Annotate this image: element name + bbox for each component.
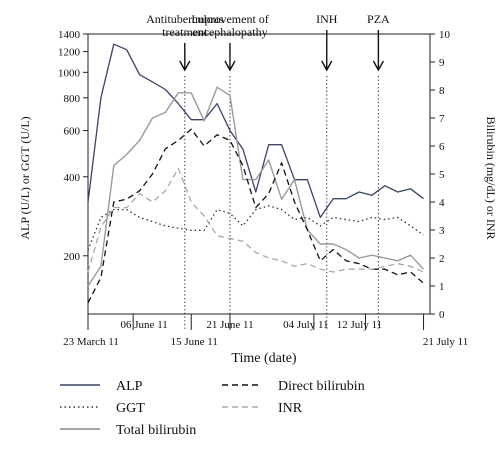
right-axis: 0 1 2 3 4 5 6 7 8 9 10: [430, 29, 451, 321]
y-right-tick-label-8: 8: [439, 85, 445, 97]
legend-label-3: Direct bilirubin: [278, 379, 365, 394]
y-right-tick-label-5: 5: [439, 169, 445, 181]
series-line-direct-bilirubin: [87, 128, 424, 304]
series-line-inr: [87, 167, 424, 273]
x-tick-label-2: 15 June 11: [171, 336, 218, 348]
annotation-label-3-0: PZA: [367, 12, 390, 26]
series-line-alp: [87, 43, 424, 219]
annotation-label-0-0: Antituberculous: [146, 12, 224, 26]
y-right-tick-label-2: 2: [439, 253, 445, 265]
y-left-tick-label-3: 800: [64, 93, 81, 105]
legend: ALP GGT Total bilirubin Direct bilirubin INR: [60, 379, 365, 438]
x-axis-title: Time (date): [231, 351, 297, 366]
y-right-tick-label-1: 1: [439, 281, 445, 293]
y-right-tick-label-4: 4: [439, 197, 445, 209]
x-tick-label-1: 06 June 11: [121, 319, 168, 331]
series-line-ggt: [87, 205, 424, 251]
x-tick-label-5: 12 July 11: [337, 319, 382, 331]
annotation-arrow-head-0: [179, 60, 191, 72]
y-right-tick-label-3: 3: [439, 225, 445, 237]
y-right-tick-label-0: 0: [439, 309, 445, 321]
y-right-tick-label-7: 7: [439, 113, 445, 125]
y-left-tick-label-5: 1200: [58, 47, 81, 59]
y-left-tick-label-2: 600: [64, 126, 81, 138]
annotation-label-1-1: encephalopathy: [192, 25, 267, 39]
x-tick-label-6: 21 July 11: [423, 336, 468, 348]
series-group: [87, 43, 425, 304]
y-left-tick-label-6: 1400: [58, 29, 81, 41]
left-axis: 200 400 600 800 1000 1200 1400: [58, 29, 88, 263]
x-tick-label-4: 04 July 11: [283, 319, 328, 331]
annotation-label-1-0: Improvement of: [191, 12, 269, 26]
series-line-total-bilirubin: [87, 86, 425, 287]
legend-label-1: GGT: [116, 401, 145, 416]
y-right-tick-label-9: 9: [439, 57, 445, 69]
y-axis-right-title: Bilirubin (mg/dL) or INR: [484, 117, 498, 240]
y-right-tick-label-6: 6: [439, 141, 445, 153]
y-left-tick-label-1: 400: [64, 172, 81, 184]
y-axis-left-title: ALP (U/L) or GGT (U/L): [18, 116, 32, 239]
y-left-tick-label-4: 1000: [58, 67, 81, 79]
legend-label-2: Total bilirubin: [116, 423, 196, 438]
annotation-label-0-1: treatment: [162, 25, 208, 39]
annotation-arrow-head-3: [372, 60, 384, 72]
annotation-arrow-head-1: [224, 60, 236, 72]
x-tick-label-0: 23 March 11: [63, 336, 119, 348]
legend-label-4: INR: [278, 401, 303, 416]
annotation-arrow-head-2: [321, 60, 333, 72]
annotation-label-2-0: INH: [316, 12, 338, 26]
y-left-tick-label-0: 200: [64, 251, 81, 263]
legend-label-0: ALP: [116, 379, 143, 394]
y-right-tick-label-10: 10: [439, 29, 451, 41]
